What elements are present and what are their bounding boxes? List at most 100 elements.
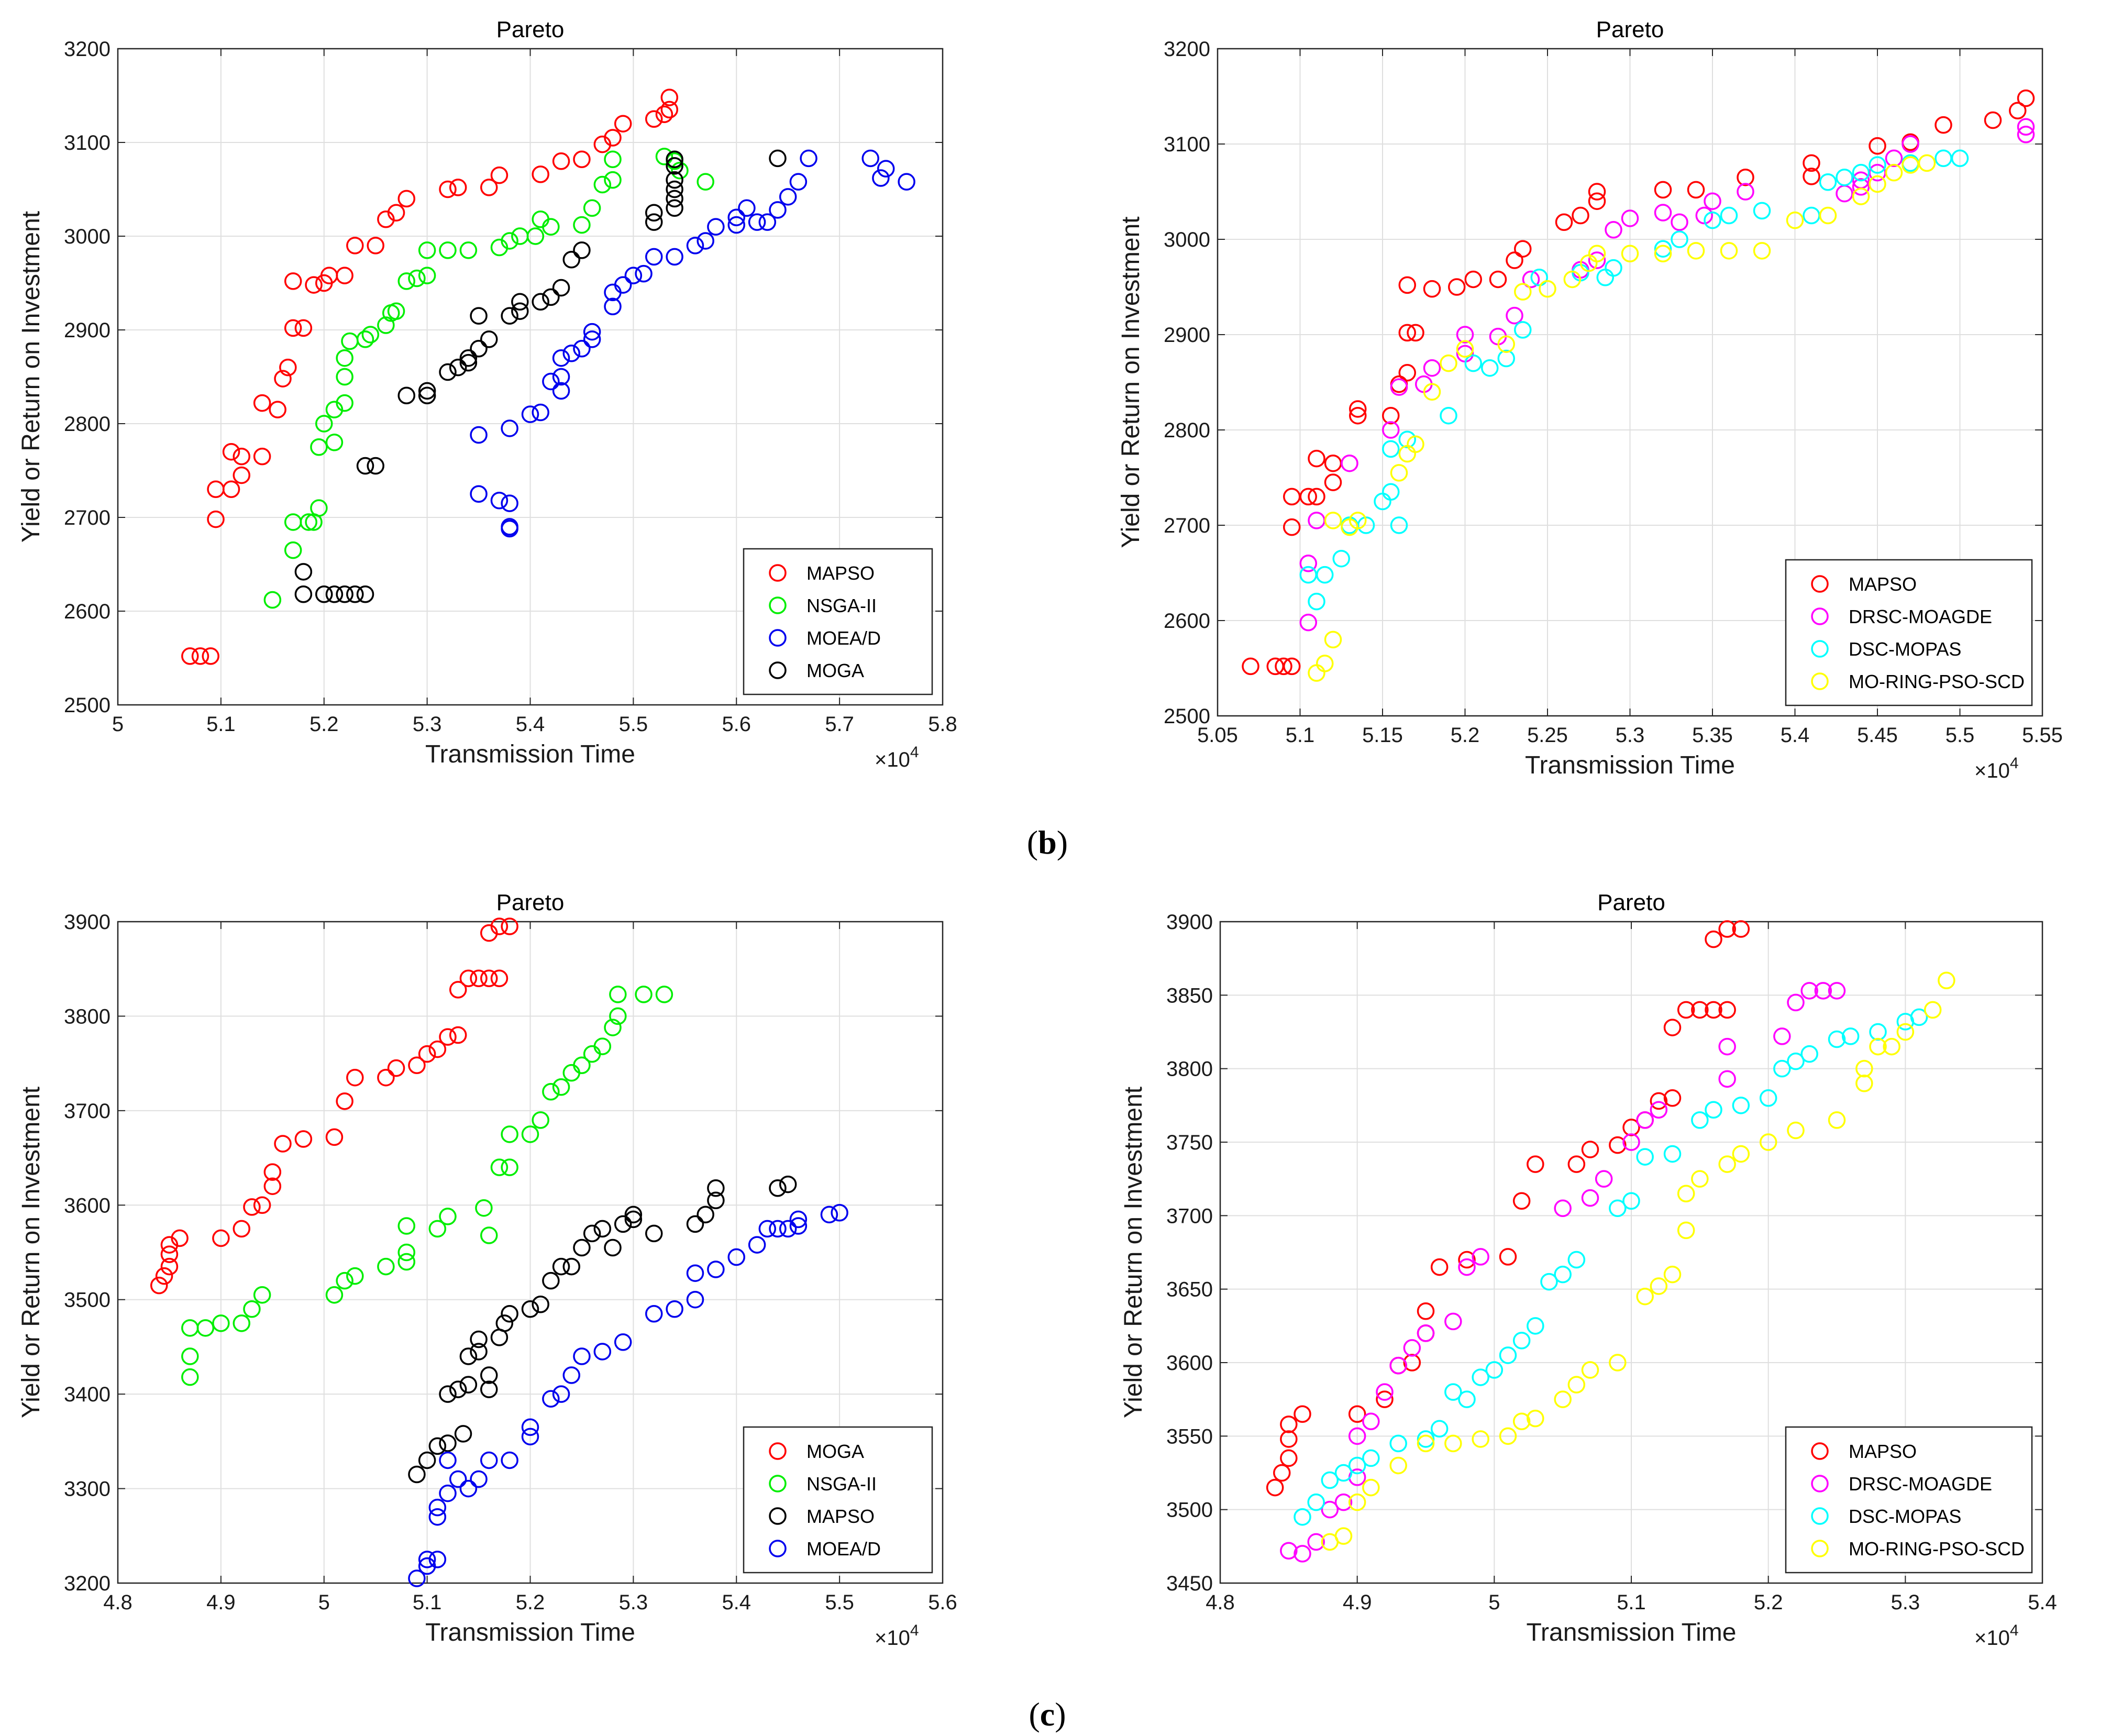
legend-label: MAPSO [806,1506,875,1527]
data-point [1299,613,1317,632]
data-point [1902,156,1919,174]
legend-label: MO-RING-PSO-SCD [1849,1538,2025,1560]
series-3 [294,149,787,603]
data-points [181,89,915,665]
data-point [707,218,725,236]
data-point [542,372,560,391]
data-point [645,1305,663,1323]
data-point [439,1484,457,1502]
data-point [449,1470,467,1488]
y-tick-label: 3850 [1166,984,1213,1007]
data-point [1704,192,1721,210]
data-point [1787,1052,1805,1070]
data-point [222,443,240,461]
legend-label: NSGA-II [806,1473,877,1495]
data-point [1390,516,1408,534]
data-point [325,1286,344,1304]
legend-label: MAPSO [806,562,875,584]
data-point [872,169,890,187]
data-point [1671,230,1688,248]
legend-label: MAPSO [1849,573,1917,595]
data-point [439,1208,457,1225]
data-point [501,1305,518,1323]
data-point [1407,435,1424,454]
y-tick-label: 3650 [1166,1278,1213,1301]
legend-label: DRSC-MOAGDE [1849,606,1992,627]
data-point [593,175,612,194]
data-point [1362,1412,1380,1431]
data-point [552,152,570,170]
data-point [1718,1155,1736,1173]
data-point [1588,183,1606,201]
data-point [697,1206,714,1224]
data-point [1539,280,1556,298]
data-points [150,917,848,1587]
data-point [779,1175,797,1193]
data-point [609,1007,627,1025]
data-point [459,1376,478,1394]
y-tick-label: 3300 [64,1478,110,1501]
data-point [1472,1430,1489,1448]
data-point [150,1276,168,1295]
data-point [1283,518,1301,536]
data-point [1732,920,1750,938]
data-point [1828,1111,1846,1129]
data-point [624,1206,643,1224]
data-point [408,1569,426,1587]
data-point [1622,1119,1640,1136]
data-point [1650,1101,1668,1119]
data-point [521,405,539,423]
y-tick-label: 3800 [1166,1058,1213,1081]
data-point [336,394,353,412]
data-point [501,307,518,325]
data-point [1836,168,1853,186]
data-point [1472,1368,1489,1386]
data-point [1869,137,1886,155]
data-point [1691,1001,1709,1019]
data-point [1294,1508,1311,1526]
data-point [1348,1427,1366,1445]
data-point [789,173,808,191]
data-point [1417,1324,1435,1342]
data-point [1321,1500,1339,1519]
data-point [1530,269,1548,286]
data-point [160,1257,179,1276]
chart-title: Pareto [1597,890,1665,915]
data-point [1481,359,1499,377]
legend-marker [1811,1540,1829,1557]
data-point [367,237,384,255]
x-tick-label: 5.4 [1781,724,1810,747]
data-point [470,485,488,503]
data-point [542,1083,560,1101]
data-point [480,969,498,988]
data-point [562,251,580,269]
series-0 [181,89,679,665]
x-exponent-base: ×10 [1974,759,2010,782]
data-point [1588,245,1606,263]
data-point [294,319,313,337]
data-point [645,248,663,266]
panel-label-c: (c) [1029,1696,1066,1733]
y-tick-label: 3100 [64,131,110,154]
data-point [583,199,601,217]
data-point [418,241,436,259]
data-point [1718,1001,1736,1019]
legend-label: MO-RING-PSO-SCD [1849,671,2025,692]
data-point [480,1366,498,1384]
data-point [181,1347,199,1365]
data-point [779,188,797,206]
x-exponent-power: 4 [910,744,919,761]
data-point [1423,359,1441,377]
data-point [552,1385,570,1403]
x-tick-label: 5.7 [825,713,854,736]
data-point [449,179,467,196]
data-point [397,1217,415,1235]
x-tick-label: 5.2 [1451,724,1480,747]
chart-c-left: 4.8 4.9 5 5.1 5.2 5.3 5.4 5.5 5.6 3200 3300 3400 350… [17,890,957,1650]
x-tick-label: 5.15 [1362,724,1403,747]
x-tick-label: 5.6 [722,713,751,736]
data-point [449,1380,467,1398]
data-point [1852,187,1870,205]
data-point [1852,178,1870,196]
data-point [1609,1354,1627,1372]
